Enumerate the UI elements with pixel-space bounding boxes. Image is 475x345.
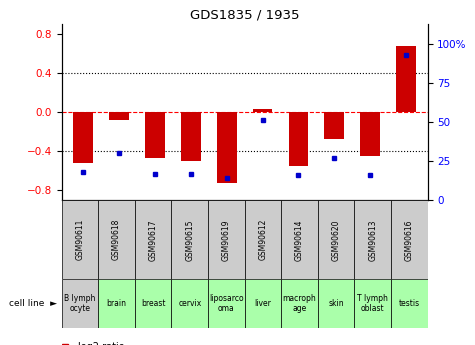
Text: T lymph
oblast: T lymph oblast — [357, 294, 388, 313]
Bar — [360, 112, 380, 156]
Text: GSM90620: GSM90620 — [332, 219, 341, 260]
Text: GSM90611: GSM90611 — [76, 219, 85, 260]
Bar — [245, 200, 281, 279]
Text: GSM90617: GSM90617 — [149, 219, 158, 260]
Text: breast: breast — [141, 299, 165, 308]
Bar — [288, 112, 308, 166]
Bar — [354, 279, 391, 328]
Bar — [245, 279, 281, 328]
Text: liver: liver — [255, 299, 271, 308]
Bar — [217, 112, 237, 183]
Bar — [318, 279, 354, 328]
Bar — [62, 200, 98, 279]
Bar — [318, 200, 354, 279]
Text: macroph
age: macroph age — [283, 294, 316, 313]
Text: GSM90619: GSM90619 — [222, 219, 231, 260]
Bar — [208, 279, 245, 328]
Text: skin: skin — [328, 299, 344, 308]
Bar — [74, 112, 93, 163]
Text: cell line  ►: cell line ► — [9, 299, 57, 308]
Text: testis: testis — [399, 299, 420, 308]
Text: GSM90616: GSM90616 — [405, 219, 414, 260]
Text: GSM90612: GSM90612 — [258, 219, 267, 260]
Bar — [62, 279, 98, 328]
Text: brain: brain — [106, 299, 127, 308]
Text: GSM90615: GSM90615 — [185, 219, 194, 260]
Bar — [98, 279, 135, 328]
Bar — [281, 200, 318, 279]
Bar — [281, 279, 318, 328]
Bar — [98, 200, 135, 279]
Text: log2 ratio: log2 ratio — [78, 342, 125, 345]
Title: GDS1835 / 1935: GDS1835 / 1935 — [190, 9, 299, 22]
Bar — [208, 200, 245, 279]
Bar — [135, 279, 171, 328]
Bar — [181, 112, 201, 161]
Bar — [145, 112, 165, 158]
Text: GSM90618: GSM90618 — [112, 219, 121, 260]
Text: B lymph
ocyte: B lymph ocyte — [64, 294, 96, 313]
Bar — [396, 46, 416, 112]
Bar — [135, 200, 171, 279]
Bar — [109, 112, 129, 120]
Text: GSM90613: GSM90613 — [368, 219, 377, 260]
Bar — [171, 279, 208, 328]
Text: liposarco
oma: liposarco oma — [209, 294, 244, 313]
Text: cervix: cervix — [178, 299, 201, 308]
Bar — [354, 200, 391, 279]
Text: GSM90614: GSM90614 — [295, 219, 304, 260]
Bar — [391, 279, 428, 328]
Bar — [391, 200, 428, 279]
Bar — [324, 112, 344, 139]
Bar — [253, 109, 273, 112]
Bar — [171, 200, 208, 279]
